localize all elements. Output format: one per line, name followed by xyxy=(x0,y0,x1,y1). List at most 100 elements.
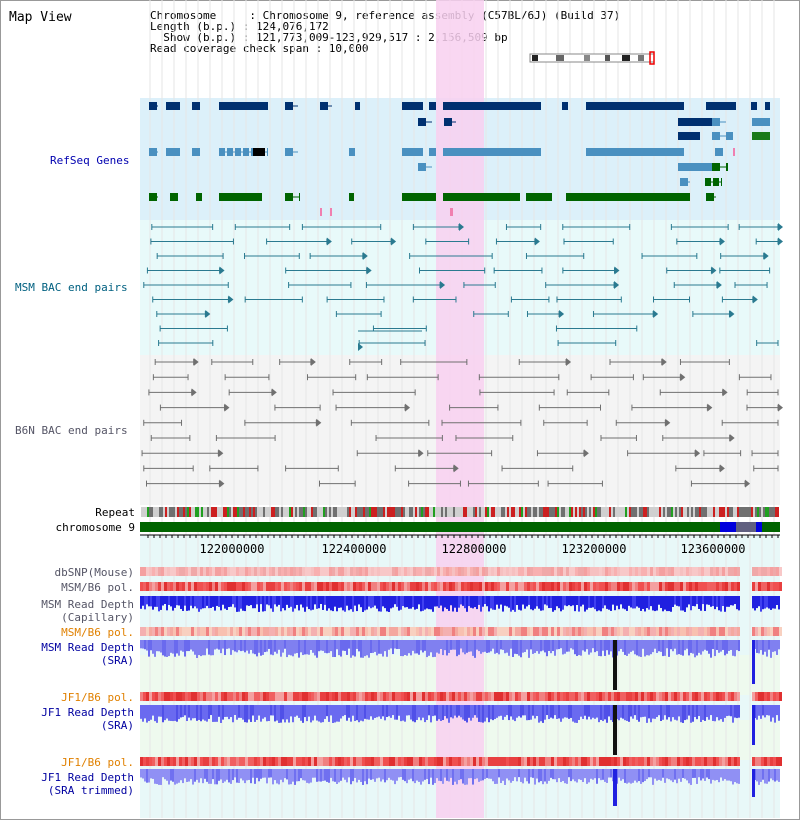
heat-cell xyxy=(305,757,308,766)
depth-bar xyxy=(554,705,556,716)
depth-bar xyxy=(354,596,356,606)
heat-cell xyxy=(347,582,350,591)
heat-cell xyxy=(401,627,404,636)
heat-cell xyxy=(527,692,530,701)
bac-end-arrow xyxy=(228,295,234,304)
depth-bar xyxy=(462,769,464,784)
bac-end-arrow xyxy=(391,237,397,246)
heat-cell xyxy=(563,757,566,766)
repeat-mark xyxy=(337,507,339,517)
heat-cell xyxy=(710,582,713,591)
heat-cell xyxy=(299,757,302,766)
heat-cell xyxy=(494,582,497,591)
gene-exon xyxy=(604,193,610,201)
heat-cell xyxy=(248,567,251,576)
heat-cell xyxy=(383,627,386,636)
heat-cell xyxy=(626,582,629,591)
repeat-mark xyxy=(621,507,623,517)
repeat-mark xyxy=(757,507,759,517)
heat-cell xyxy=(386,582,389,591)
depth-bar xyxy=(588,596,590,608)
depth-bar xyxy=(240,596,242,609)
heat-cell xyxy=(662,582,665,591)
depth-bar xyxy=(420,596,422,612)
msm-bac-label: MSM BAC end pairs xyxy=(15,281,128,294)
depth-bar xyxy=(254,769,256,784)
depth-bar xyxy=(568,640,570,652)
heat-cell xyxy=(431,757,434,766)
heat-cell xyxy=(653,692,656,701)
depth-bar xyxy=(478,640,480,652)
chromosome-ideogram[interactable] xyxy=(529,51,655,65)
depth-bar xyxy=(706,640,708,651)
gene-exon xyxy=(196,193,202,201)
gene-exon xyxy=(227,148,233,156)
gene-marker xyxy=(733,148,735,156)
axis-tick-label: 122400000 xyxy=(321,542,386,556)
gene-exon xyxy=(526,193,532,201)
depth-bar xyxy=(692,705,694,722)
depth-bar xyxy=(382,596,384,607)
heat-cell xyxy=(539,567,542,576)
repeat-mark xyxy=(561,507,563,517)
depth-bar xyxy=(670,705,672,722)
msm-bac-pairs[interactable] xyxy=(143,223,783,351)
heat-cell xyxy=(449,567,452,576)
depth-bar xyxy=(594,596,596,610)
depth-bar xyxy=(424,769,426,780)
depth-bar xyxy=(406,596,408,608)
gene-exon xyxy=(596,102,601,110)
depth-bar xyxy=(276,640,278,654)
depth-bar xyxy=(206,640,208,649)
heat-cell xyxy=(776,582,779,591)
depth-bar xyxy=(636,705,638,720)
msm-b6-pol-sra-label: MSM/B6 pol. xyxy=(61,626,134,639)
heat-cell xyxy=(542,627,545,636)
depth-bar xyxy=(446,769,448,781)
repeat-mark xyxy=(475,507,477,517)
highlight-region[interactable] xyxy=(436,0,484,818)
depth-bar xyxy=(552,769,554,780)
b6n-bac-pairs[interactable] xyxy=(141,358,783,488)
heat-cell xyxy=(167,757,170,766)
depth-bar xyxy=(582,640,584,651)
depth-bar xyxy=(194,769,196,782)
depth-bar xyxy=(208,769,210,784)
depth-bar xyxy=(488,640,490,653)
depth-bar xyxy=(296,769,298,782)
repeat-mark xyxy=(205,507,207,517)
depth-bar xyxy=(680,705,682,723)
heat-cell xyxy=(338,627,341,636)
depth-bar xyxy=(558,640,560,650)
heat-cell xyxy=(392,692,395,701)
depth-bar xyxy=(466,705,468,723)
heat-cell xyxy=(644,567,647,576)
gene-exon xyxy=(730,102,736,110)
depth-bar xyxy=(554,769,556,780)
heat-cell xyxy=(503,757,506,766)
heat-cell xyxy=(314,582,317,591)
repeat-mark xyxy=(653,507,655,517)
heat-cell xyxy=(461,757,464,766)
heat-cell xyxy=(311,627,314,636)
depth-bar xyxy=(632,640,634,651)
repeat-mark xyxy=(747,507,749,517)
gene-exon xyxy=(485,148,491,156)
depth-bar xyxy=(684,705,686,721)
depth-bar xyxy=(424,705,426,723)
depth-bar xyxy=(562,769,564,782)
heat-cell xyxy=(665,567,668,576)
heat-cell xyxy=(404,757,407,766)
depth-bar xyxy=(224,769,226,782)
depth-bar xyxy=(416,705,418,720)
heat-cell xyxy=(242,757,245,766)
refseq-genes[interactable] xyxy=(149,102,770,216)
heat-cell xyxy=(308,582,311,591)
heat-cell xyxy=(212,582,215,591)
repeat-mark xyxy=(557,507,559,517)
depth-bar xyxy=(662,596,664,612)
gene-exon xyxy=(621,148,626,156)
gene-exon xyxy=(420,193,426,201)
gene-exon xyxy=(696,118,702,126)
